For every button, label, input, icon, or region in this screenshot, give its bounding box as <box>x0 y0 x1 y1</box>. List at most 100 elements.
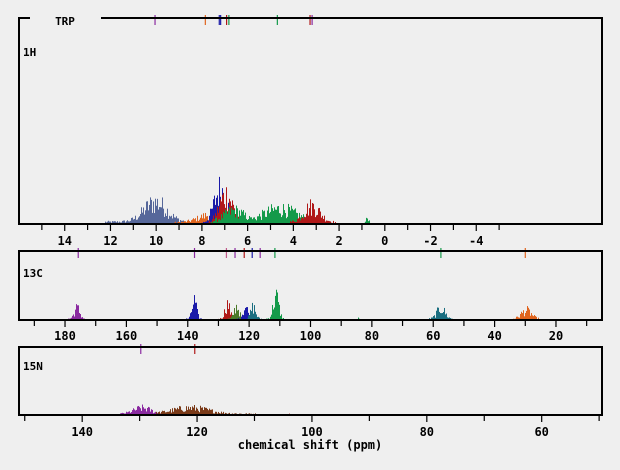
hist-bar <box>249 219 250 224</box>
hist-bar <box>197 408 198 415</box>
hist-bar <box>299 216 300 224</box>
hist-bar <box>254 305 255 320</box>
hist-bar <box>276 209 277 224</box>
hist-bar <box>234 308 235 320</box>
peak-8 <box>428 307 453 320</box>
hist-bar <box>128 221 129 224</box>
hist-bar <box>196 302 197 320</box>
hist-bar <box>154 213 155 224</box>
hist-bar <box>171 412 172 415</box>
hist-bar <box>256 220 257 224</box>
hist-bar <box>199 412 200 415</box>
hist-bar <box>147 201 148 224</box>
hist-bar <box>117 221 118 224</box>
hist-bar <box>204 407 205 415</box>
hist-bar <box>171 215 172 224</box>
hist-bar <box>228 210 229 224</box>
hist-bar <box>446 313 447 320</box>
hist-bar <box>324 215 325 224</box>
hist-bar <box>112 221 113 224</box>
hist-bar <box>220 199 221 224</box>
hist-bar <box>268 206 269 224</box>
hist-bar <box>205 221 206 224</box>
hist-bar <box>237 310 238 320</box>
hist-bar <box>251 311 252 320</box>
hist-bar <box>183 411 184 415</box>
hist-bar <box>219 206 220 224</box>
hist-bar <box>165 213 166 224</box>
hist-bar <box>216 411 217 415</box>
hist-bar <box>317 214 318 224</box>
hist-bar <box>150 197 151 224</box>
hist-bar <box>198 220 199 224</box>
hist-bar <box>208 220 209 224</box>
hist-bar <box>323 218 324 224</box>
hist-bar <box>224 309 225 320</box>
hist-bar <box>161 207 162 224</box>
hist-bar <box>170 409 171 415</box>
hist-bar <box>166 216 167 224</box>
hist-bar <box>235 313 236 320</box>
hist-bar <box>229 207 230 224</box>
hist-bar <box>210 208 211 224</box>
hist-bar <box>143 407 144 415</box>
hist-bar <box>260 216 261 224</box>
hist-bar <box>308 215 309 224</box>
hist-bar <box>193 407 194 415</box>
hist-bar <box>301 218 302 224</box>
hist-bar <box>258 316 259 320</box>
hist-bar <box>245 221 246 224</box>
hist-bar <box>284 210 285 224</box>
hist-bar <box>298 218 299 224</box>
hist-bar <box>73 314 74 320</box>
hist-bar <box>449 317 450 320</box>
hist-bar <box>533 316 534 320</box>
hist-bar <box>176 409 177 415</box>
hist-bar <box>302 217 303 224</box>
hist-bar <box>166 412 167 415</box>
tick-label: 140 <box>71 425 93 439</box>
hist-bar <box>150 411 151 415</box>
hist-bar <box>440 313 441 320</box>
hist-bar <box>277 206 278 224</box>
hist-bar <box>517 316 518 320</box>
hist-bar <box>182 221 183 224</box>
panel-label: 15N <box>23 360 43 373</box>
hist-bar <box>119 221 120 224</box>
hist-bar <box>240 215 241 224</box>
hist-bar <box>78 305 79 320</box>
hist-bar <box>218 212 219 224</box>
hist-bar <box>297 218 298 224</box>
hist-bar <box>431 317 432 320</box>
hist-bar <box>519 317 520 320</box>
hist-bar <box>133 408 134 415</box>
hist-bar <box>139 216 140 224</box>
hist-bar <box>149 407 150 415</box>
hist-bar <box>197 309 198 320</box>
hist-bar <box>237 208 238 224</box>
hist-bar <box>206 407 207 415</box>
hist-bar <box>190 221 191 224</box>
hist-bar <box>75 309 76 320</box>
hist-bar <box>529 309 530 320</box>
hist-bar <box>144 408 145 415</box>
hist-bar <box>235 217 236 224</box>
tick-label: 180 <box>54 329 76 343</box>
panel-1h: 1H 14 12 10 8 6 4 2 0 -2 -4 <box>18 15 603 248</box>
tick-label: 80 <box>420 425 434 439</box>
tick-label: 60 <box>426 329 440 343</box>
hist-bar <box>322 215 323 224</box>
hist-bar <box>200 217 201 224</box>
hist-bar <box>246 307 247 320</box>
hist-bar <box>325 221 326 224</box>
hist-bar <box>193 218 194 224</box>
hist-bar <box>142 404 143 415</box>
hist-bar <box>149 204 150 224</box>
hist-bar <box>77 305 78 320</box>
hist-bar <box>283 317 284 320</box>
hist-bar <box>189 221 190 224</box>
panel-15n: 15N 140 120 100 80 60 <box>18 344 603 439</box>
hist-bar <box>147 407 148 415</box>
hist-bar <box>177 407 178 415</box>
hist-bar <box>74 316 75 320</box>
